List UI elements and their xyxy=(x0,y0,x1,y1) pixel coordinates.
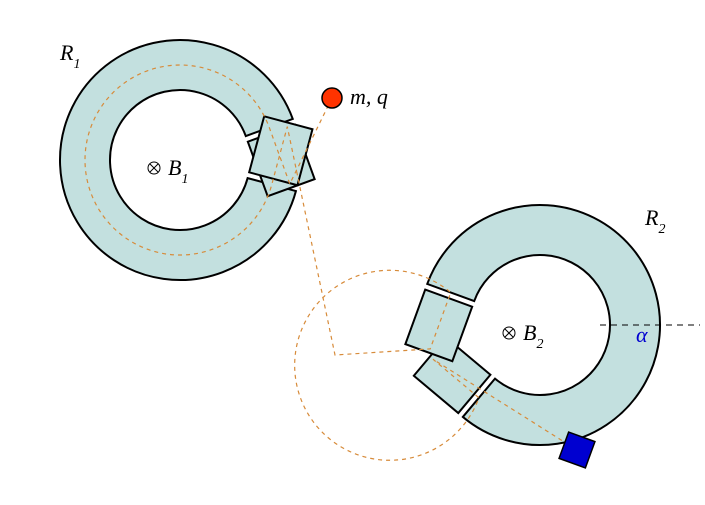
label-mq: m, q xyxy=(350,84,388,109)
label-b1: B1 xyxy=(168,155,188,187)
bfield-marker-2 xyxy=(503,327,515,339)
label-b2: B2 xyxy=(523,320,543,352)
bfield-marker-1 xyxy=(148,162,160,174)
label-alpha: α xyxy=(636,322,648,347)
label-r2: R2 xyxy=(644,205,665,237)
particle-marker xyxy=(322,88,342,108)
label-r1: R1 xyxy=(59,40,80,72)
